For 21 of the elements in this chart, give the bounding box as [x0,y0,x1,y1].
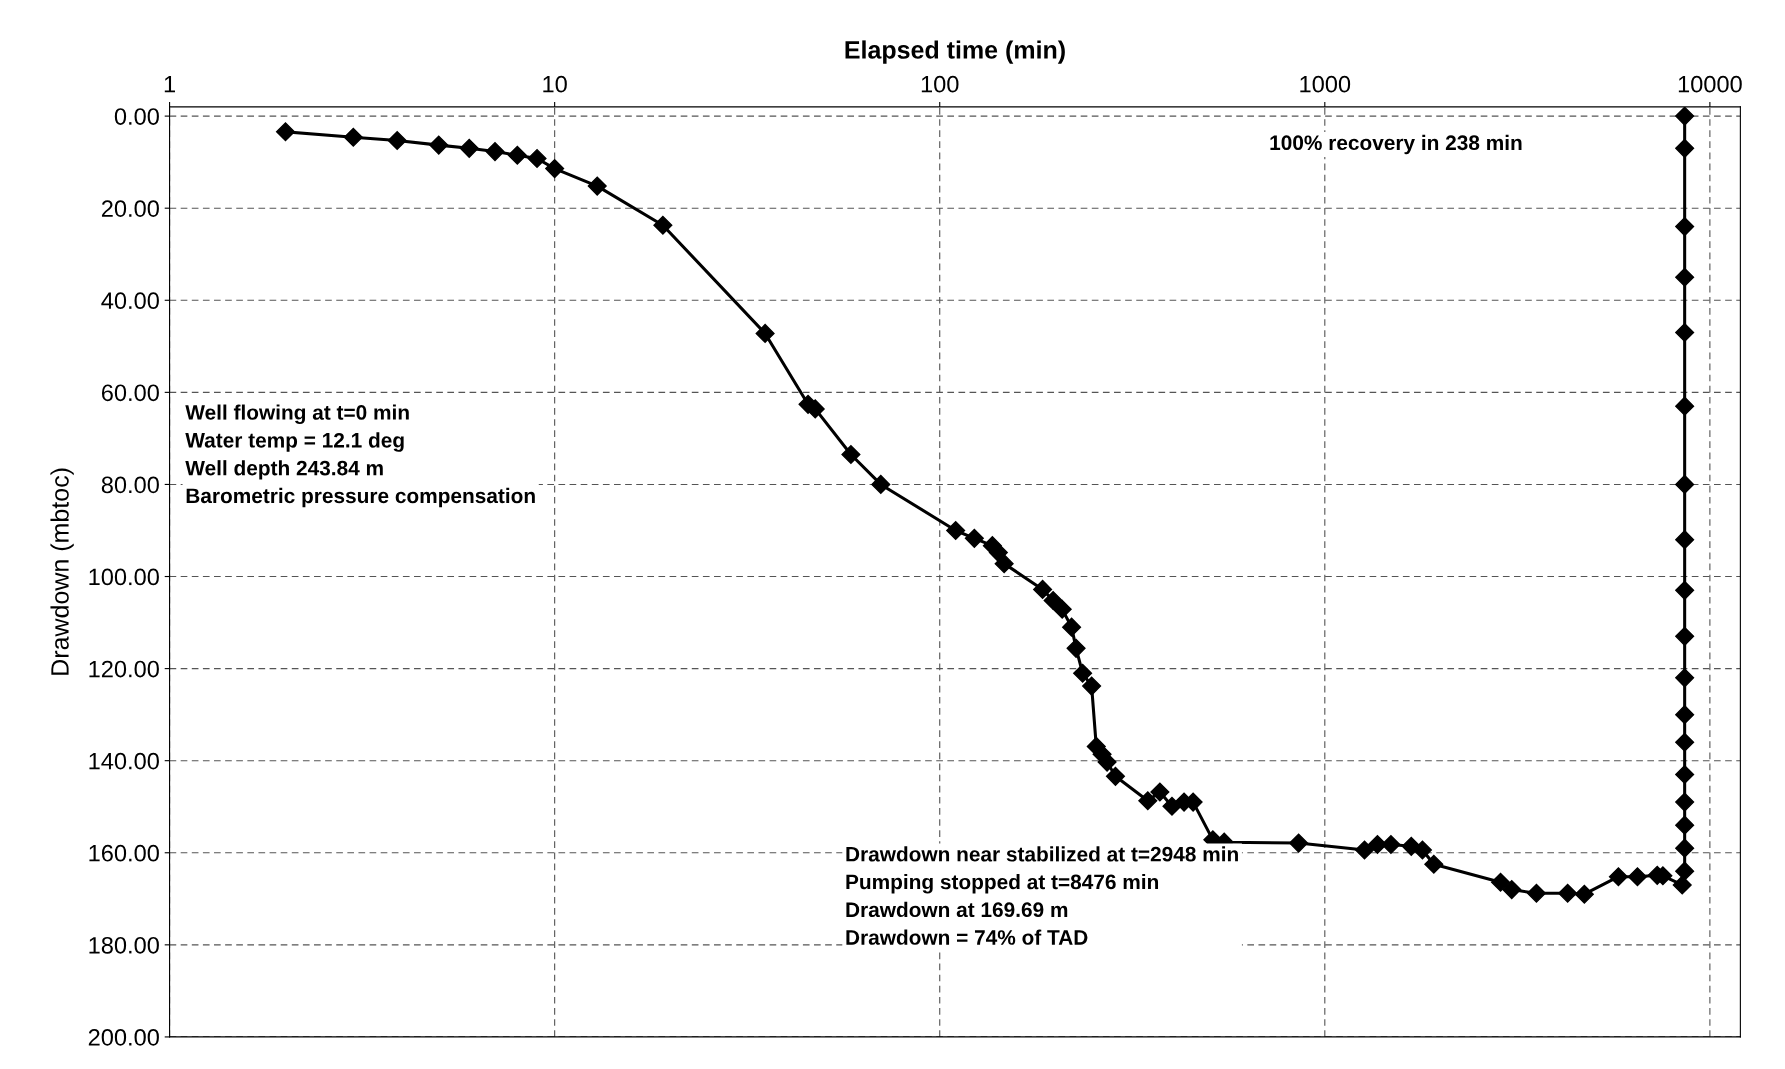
y-tick-label: 80.00 [101,476,159,494]
y-tick-label: 200.00 [88,1029,159,1046]
x-tick-label: 10 [543,75,567,93]
x-axis-title: Elapsed time (min) [845,40,1065,64]
annotation: Drawdown near stabilized at t=2948 min Pumping stopped at t=8476 min Drawdown at 169.69 m Drawdown = 74% of TAD [846,846,1238,945]
y-tick-label: 160.00 [89,844,159,862]
y-tick-label: 40.00 [101,292,159,310]
annotation: 100% recovery in 238 min [1270,134,1522,155]
y-tick-label: 180.00 [89,936,159,954]
y-tick-label: 20.00 [101,200,159,217]
y-tick-label: 100.00 [89,568,159,586]
y-tick-label: 120.00 [89,660,159,678]
y-tick-label: 140.00 [89,752,159,770]
x-tick-label: 1000 [1300,75,1351,93]
annotation: Well flowing at t=0 min Water temp = 12.1 deg Well depth 243.84 m Barometric pressure compensation [185,404,535,508]
y-tick-label: 0.00 [114,108,159,125]
x-tick-label: 100 [921,75,959,93]
y-tick-label: 60.00 [101,384,159,402]
x-tick-label: 1 [164,76,175,93]
x-tick-label: 10000 [1678,75,1742,93]
y-axis-title: Drawdown (mbtoc) [50,468,74,675]
